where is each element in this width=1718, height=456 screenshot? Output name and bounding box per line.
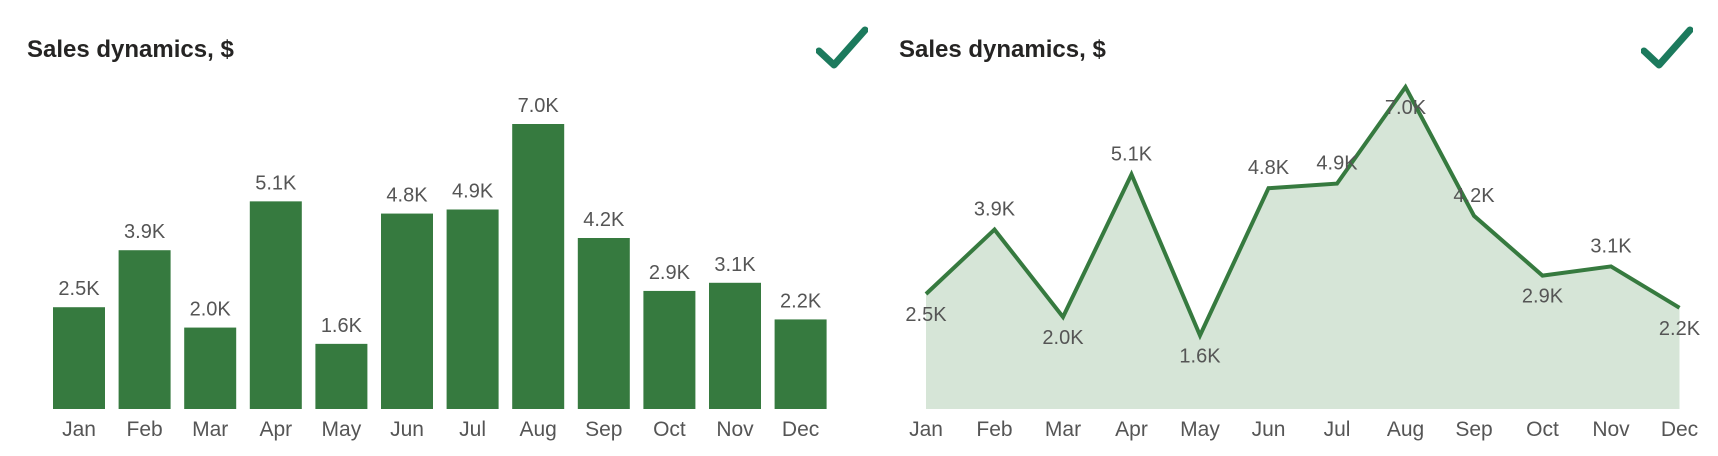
line-data-label: 2.9K [1522, 286, 1564, 308]
bar-chart: 2.5K Jan 3.9K Feb 2.0K Mar 5.1K Apr 1.6K May 4.8K J… [53, 95, 827, 441]
bar-data-label: 3.1K [714, 254, 756, 276]
x-tick-label: Sep [1455, 418, 1492, 441]
checkmark-icon [1641, 26, 1693, 69]
bar-aug [512, 124, 565, 409]
bar-may [315, 343, 368, 409]
line-data-label: 7.0K [1385, 97, 1427, 119]
line-data-label: 5.1K [1111, 143, 1153, 165]
bar-jan [53, 307, 105, 409]
x-tick-label: Jul [459, 418, 486, 441]
x-tick-label: Aug [520, 418, 557, 441]
bar-data-label: 4.8K [386, 185, 428, 207]
bar-data-label: 1.6K [321, 315, 363, 337]
bar-data-label: 5.1K [255, 172, 297, 194]
bar-data-label: 7.0K [518, 95, 560, 117]
bar-feb [118, 250, 171, 409]
line-data-label: 2.5K [905, 304, 947, 326]
bar-jun [381, 213, 433, 409]
line-data-label: 2.0K [1042, 327, 1084, 349]
area-chart-panel: Sales dynamics, $ 2.5K Jan 3.9K Feb 2.0K Mar 5… [859, 0, 1718, 456]
bar-data-label: 2.0K [190, 299, 232, 321]
x-tick-label: Oct [1526, 418, 1559, 441]
bar-jul [446, 209, 499, 409]
x-tick-label: Sep [585, 418, 622, 441]
x-tick-label: Nov [716, 418, 754, 441]
x-tick-label: Jun [1252, 418, 1286, 441]
x-tick-label: Dec [782, 418, 819, 441]
line-data-label: 4.2K [1453, 185, 1495, 207]
x-tick-label: Jul [1324, 418, 1351, 441]
x-tick-label: Aug [1387, 418, 1424, 441]
checkmark-icon [816, 26, 868, 69]
area-chart: 2.5K Jan 3.9K Feb 2.0K Mar 5.1K Apr 1.6K May 4.8K J… [905, 83, 1701, 441]
x-tick-label: May [322, 418, 362, 441]
x-tick-label: Jan [909, 418, 943, 441]
bar-data-label: 4.9K [452, 181, 494, 203]
x-tick-label: Jun [390, 418, 424, 441]
x-tick-label: Oct [653, 418, 686, 441]
bar-data-label: 2.2K [780, 290, 822, 312]
x-tick-label: Feb [127, 418, 163, 441]
bar-dec [774, 319, 827, 409]
x-tick-label: Dec [1661, 418, 1698, 441]
bar-oct [643, 290, 696, 409]
bar-chart-title: Sales dynamics, $ [27, 36, 234, 63]
line-data-label: 2.2K [1659, 318, 1701, 340]
x-tick-label: Mar [1045, 418, 1081, 441]
bar-mar [184, 327, 237, 409]
bar-data-label: 2.5K [58, 278, 100, 300]
bar-data-label: 2.9K [649, 262, 691, 284]
x-tick-label: Apr [259, 418, 292, 441]
line-data-label: 4.8K [1248, 157, 1290, 179]
x-tick-label: Mar [192, 418, 228, 441]
x-tick-label: Apr [1115, 418, 1148, 441]
line-data-label: 1.6K [1179, 345, 1221, 367]
x-tick-label: Jan [62, 418, 96, 441]
bar-nov [709, 282, 761, 409]
line-data-label: 3.9K [974, 199, 1016, 221]
x-tick-label: May [1180, 418, 1220, 441]
bar-data-label: 4.2K [583, 209, 625, 231]
bar-apr [249, 201, 302, 409]
series-line [924, 83, 1681, 341]
x-tick-label: Feb [976, 418, 1012, 441]
bar-chart-panel: Sales dynamics, $ 2.5K Jan 3.9K Feb 2.0K Mar 5… [27, 26, 868, 441]
x-tick-label: Nov [1592, 418, 1630, 441]
line-data-label: 4.9K [1316, 153, 1358, 175]
bar-data-label: 3.9K [124, 221, 166, 243]
area-fill [926, 87, 1680, 409]
bar-sep [577, 238, 630, 409]
area-chart-title: Sales dynamics, $ [899, 36, 1106, 63]
line-data-label: 3.1K [1590, 235, 1632, 257]
